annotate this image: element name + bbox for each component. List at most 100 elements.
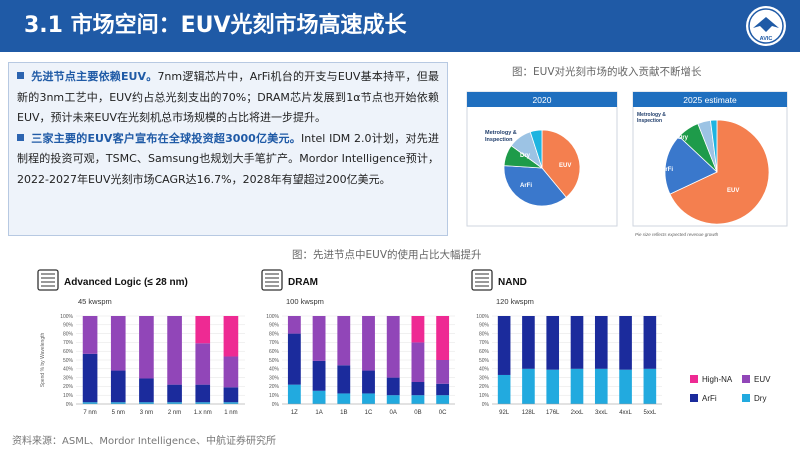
bar-segment-euv (312, 316, 326, 361)
y-tick-label: 10% (269, 393, 280, 399)
bar-segment-dry (223, 402, 239, 404)
bar-segment-arfi (436, 383, 450, 396)
x-tick-label: 128L (522, 410, 536, 416)
pie-slice-other (529, 129, 543, 169)
bar-segment-euv (167, 316, 182, 385)
pie-2020-slices (503, 129, 581, 207)
pie-slice-euv (541, 129, 581, 198)
bar-segment-dry (287, 384, 301, 404)
x-tick-label: 2 nm (168, 410, 181, 416)
bar-segment-arfi (139, 378, 154, 403)
pie1-label-metrology-line1: Metrology & (637, 112, 666, 118)
bar-segment-arfi (337, 365, 351, 394)
x-tick-label: 0A (390, 410, 397, 416)
header-bar: 3.1 市场空间：EUV光刻市场高速成长 AVIC (0, 0, 800, 52)
bar-segment-euv (139, 316, 154, 379)
y-tick-label: 90% (269, 323, 280, 329)
bar-segment-arfi (497, 316, 511, 375)
bar-segment-high-na (223, 316, 239, 357)
y-tick-label: 60% (479, 349, 490, 355)
pie0-label-euv: EUV (559, 163, 571, 169)
bar-segment-arfi (411, 382, 425, 396)
bar-segment-arfi (167, 384, 182, 403)
x-tick-label: 92L (499, 410, 510, 416)
y-tick-label: 0% (482, 402, 490, 408)
bar-segment-euv (110, 316, 126, 371)
pie-title-bar-2025 (633, 92, 787, 107)
x-tick-label: 1C (365, 410, 373, 416)
y-tick-label: 70% (63, 340, 74, 346)
pie-slice-euv (669, 119, 770, 225)
bar-segment-arfi (570, 316, 584, 369)
bar-segment-euv (386, 316, 400, 378)
bullet-1: 先进节点主要依赖EUV。7nm逻辑芯片中，ArFi机台的开支与EUV基本持平，但… (17, 67, 439, 129)
bar-segment-dry (522, 368, 535, 404)
x-tick-label: 3 nm (140, 410, 153, 416)
chip-icon (471, 269, 493, 291)
bar-segment-dry (139, 402, 154, 404)
x-tick-label: 0C (439, 410, 447, 416)
bar-segment-arfi (223, 387, 239, 403)
bar-segment-dry (546, 369, 560, 404)
x-tick-label: 5xxL (644, 410, 657, 416)
pie1-label-metrology-line2: Inspection (637, 118, 662, 124)
bar-segment-arfi (110, 370, 126, 403)
x-tick-label: 176L (546, 410, 560, 416)
page-title: 3.1 市场空间：EUV光刻市场高速成长 (24, 13, 407, 38)
bar-segment-euv (411, 342, 425, 382)
y-tick-label: 80% (269, 331, 280, 337)
bullet-2-text: Intel IDM 2.0计划，对先进制程的投资可观，TSMC、Samsung也… (17, 131, 439, 186)
y-tick-label: 90% (63, 323, 74, 329)
bar-chart-subtitle-0: 45 kwspm (78, 297, 112, 306)
pie1-label-euv: EUV (727, 188, 739, 194)
y-tick-label: 20% (63, 384, 74, 390)
legend-swatch-arfi (690, 394, 698, 402)
bullet-square-icon (17, 72, 24, 79)
bar-segment-euv (82, 316, 98, 354)
y-tick-label: 90% (479, 323, 490, 329)
pie-title-bar-2020 (467, 92, 617, 107)
bar-segment-dry (195, 402, 211, 404)
source-footer: 资料来源：ASML、Mordor Intelligence、中航证券研究所 (12, 436, 277, 447)
bar-segment-dry (570, 368, 584, 404)
bar-chart-title-0: Advanced Logic (≤ 28 nm) (64, 277, 188, 288)
bar-segment-high-na (411, 316, 425, 343)
legend-label-arfi: ArFi (702, 394, 717, 403)
bar-segment-euv (223, 356, 239, 388)
pie-slice-other (710, 119, 718, 173)
pie0-label-metrology-line2: Inspection (485, 137, 513, 143)
bar-segment-dry (619, 369, 632, 404)
bullet-1-text: 7nm逻辑芯片中，ArFi机台的开支与EUV基本持平，但最新的3nm工艺中，EU… (17, 70, 439, 124)
y-tick-label: 10% (63, 393, 74, 399)
y-tick-label: 70% (269, 340, 280, 346)
bar-segment-euv (195, 343, 211, 385)
y-tick-label: 40% (479, 367, 490, 373)
bar-segment-arfi (195, 384, 211, 403)
logo-text: AVIC (760, 36, 773, 42)
x-tick-label: 5 nm (112, 410, 125, 416)
bar-chart-subtitle-2: 120 kwspm (496, 297, 534, 306)
pie-charts: 2020 Metrology & Inspection Dry EUV ArFi… (466, 91, 788, 237)
bar-segment-euv (436, 360, 450, 384)
pie-footnote: Pie size reflects expected revenue growt… (635, 232, 719, 237)
legend-swatch-high-na (690, 375, 698, 383)
x-tick-label: 0B (414, 410, 421, 416)
y-tick-label: 10% (479, 393, 490, 399)
y-tick-label: 40% (269, 367, 280, 373)
bar-segment-arfi (643, 316, 657, 369)
bar-segment-arfi (546, 316, 560, 370)
y-tick-label: 60% (63, 349, 74, 355)
y-tick-label: 80% (479, 331, 490, 337)
bar-chart-subtitle-1: 100 kwspm (286, 297, 324, 306)
bar-segment-euv (337, 316, 351, 366)
bar-figure-caption: 图：先进节点中EUV的使用占比大幅提升 (292, 249, 482, 261)
bar-chart-ylabel: Spend % by Wavelength (40, 332, 46, 387)
y-tick-label: 100% (266, 314, 279, 320)
bar-segment-dry (497, 374, 511, 404)
pie-2025-slices (664, 119, 770, 225)
y-tick-label: 60% (269, 349, 280, 355)
pie1-label-dry: Dry (678, 135, 689, 141)
bar-segment-dry (411, 395, 425, 404)
bar-chart-title-1: DRAM (288, 277, 318, 288)
y-tick-label: 40% (63, 367, 74, 373)
